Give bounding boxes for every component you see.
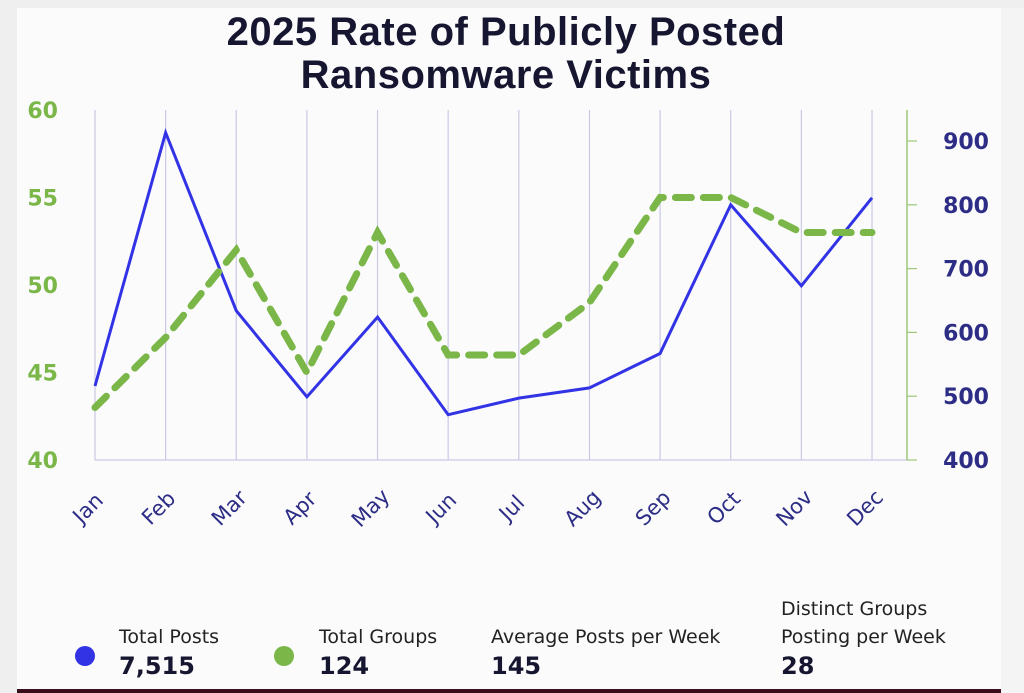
stat-value: 145 (491, 652, 542, 680)
stat-value: 28 (781, 652, 815, 680)
x-tick-label: Jan (67, 488, 108, 529)
series-line-total-posts (93, 128, 874, 417)
y-right-tick-label: 900 (943, 130, 989, 155)
chart-title-line-1: 2025 Rate of Publicly Posted (226, 10, 786, 54)
stat-label: Total Posts (119, 626, 220, 648)
y-right-tick-label: 700 (943, 258, 989, 283)
line-chart: 40 45 50 55 60 400 500 600 700 800 900 Jan Feb Mar Apr… (27, 99, 989, 532)
stat-distinct-groups-per-week: Distinct Groups Posting per Week 28 (781, 595, 946, 681)
stat-label: Average Posts per Week (491, 626, 721, 648)
x-tick-label: Apr (279, 486, 322, 529)
y-right-tick-label: 500 (943, 385, 989, 410)
x-tick-label: Dec (842, 485, 888, 531)
series-line-total-groups (91, 194, 876, 411)
stat-value: 124 (319, 652, 370, 680)
chart-title-line-2: Ransomware Victims (300, 53, 712, 97)
y-right-tick-label: 400 (943, 449, 989, 474)
x-tick-label: Aug (560, 485, 606, 531)
stat-total-posts: Total Posts 7,515 (119, 623, 219, 681)
bottom-border (17, 689, 1001, 693)
stat-label: Total Groups (319, 626, 438, 648)
y-right-tick-label: 600 (943, 321, 989, 346)
chart-card (17, 8, 1017, 690)
y-left-tick-label: 45 (27, 362, 58, 387)
stat-total-groups: Total Groups 124 (319, 623, 437, 681)
stat-label: Posting per Week (781, 626, 946, 648)
chart-title: 2025 Rate of Publicly Posted Ransomware … (0, 11, 1012, 97)
stat-average-posts-per-week: Average Posts per Week 145 (491, 623, 720, 681)
x-tick-label: Sep (631, 486, 676, 531)
y-left-tick-label: 60 (27, 99, 58, 124)
stat-value: 7,515 (119, 652, 195, 680)
legend-dot-total-posts (75, 646, 95, 666)
x-tick-label: Mar (207, 485, 252, 530)
stat-label: Distinct Groups (781, 598, 928, 620)
x-tick-label: Oct (702, 487, 745, 530)
x-tick-label: May (347, 484, 395, 532)
x-tick-label: Feb (137, 486, 180, 529)
x-tick-label: Jul (493, 491, 529, 527)
y-left-tick-label: 40 (27, 449, 58, 474)
x-tick-label: Nov (771, 485, 817, 531)
y-right-tick-label: 800 (943, 194, 989, 219)
y-left-tick-label: 55 (27, 187, 58, 212)
x-tick-label: Jun (420, 488, 462, 530)
y-left-tick-label: 50 (27, 274, 58, 299)
legend-dot-total-groups (274, 646, 294, 666)
right-margin (1001, 8, 1024, 693)
